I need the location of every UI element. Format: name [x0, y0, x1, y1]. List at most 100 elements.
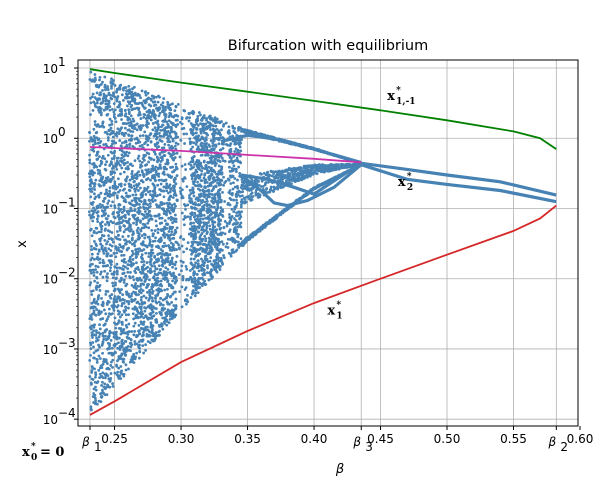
bifurcation-point [91, 268, 95, 272]
bifurcation-point [152, 158, 156, 162]
bifurcation-point [173, 281, 177, 285]
bifurcation-point [159, 302, 163, 306]
bifurcation-point [97, 354, 101, 358]
bifurcation-point [98, 171, 102, 175]
bifurcation-point [177, 273, 181, 277]
bifurcation-point [159, 297, 162, 300]
bifurcation-point [124, 368, 128, 372]
bifurcation-point [157, 246, 161, 249]
bifurcation-point [296, 179, 300, 183]
bifurcation-point [139, 307, 143, 311]
bifurcation-point [137, 268, 141, 271]
bifurcation-point [142, 283, 146, 286]
bifurcation-point [95, 336, 98, 340]
bifurcation-point [142, 158, 146, 162]
bifurcation-point [113, 108, 117, 112]
bifurcation-point [146, 203, 150, 207]
bifurcation-point [219, 198, 223, 202]
bifurcation-point [111, 312, 114, 316]
bifurcation-point [159, 271, 163, 275]
bifurcation-point [108, 294, 112, 298]
bifurcation-point [99, 82, 103, 86]
bifurcation-point [135, 287, 138, 291]
bifurcation-point [217, 164, 221, 168]
bifurcation-point [200, 179, 204, 183]
bifurcation-point [89, 353, 92, 357]
bifurcation-point [173, 144, 177, 148]
bifurcation-point [94, 142, 97, 146]
bifurcation-point [294, 169, 298, 173]
bifurcation-point [168, 295, 172, 299]
bifurcation-point [146, 269, 150, 273]
bifurcation-point [143, 236, 147, 240]
bifurcation-point [158, 193, 162, 196]
bifurcation-point [158, 163, 162, 167]
bifurcation-point [182, 223, 186, 227]
bifurcation-point [235, 204, 238, 207]
bifurcation-point [96, 338, 100, 342]
bifurcation-point [227, 129, 231, 132]
bifurcation-point [113, 344, 117, 348]
bifurcation-point [231, 187, 235, 191]
bifurcation-point [92, 271, 96, 274]
bifurcation-point [111, 79, 115, 82]
bifurcation-point [111, 385, 115, 388]
bifurcation-point [118, 102, 122, 106]
bifurcation-point [89, 347, 93, 351]
bifurcation-point [149, 98, 153, 102]
bifurcation-point [154, 331, 158, 334]
bifurcation-point [99, 107, 103, 111]
bifurcation-point [145, 275, 149, 279]
bifurcation-point [269, 185, 273, 189]
bifurcation-point [146, 91, 150, 95]
bifurcation-point [96, 123, 100, 126]
bifurcation-point [87, 210, 91, 214]
bifurcation-point [194, 207, 198, 211]
bifurcation-point [116, 185, 120, 189]
bifurcation-point [135, 307, 139, 311]
bifurcation-point [149, 118, 153, 122]
bifurcation-point [142, 320, 146, 324]
bifurcation-point [101, 371, 105, 375]
bifurcation-point [152, 314, 156, 318]
bifurcation-point [169, 166, 172, 169]
bifurcation-point [115, 266, 119, 270]
bifurcation-point [120, 278, 123, 282]
bifurcation-point [180, 244, 184, 248]
bifurcation-point [174, 305, 178, 308]
bifurcation-point [126, 270, 130, 274]
bifurcation-point [167, 186, 171, 189]
bifurcation-point [221, 231, 225, 235]
bifurcation-point [180, 164, 184, 168]
bifurcation-point [113, 287, 117, 291]
bifurcation-point [93, 182, 97, 186]
bifurcation-point [127, 306, 130, 310]
bifurcation-point [205, 226, 209, 230]
bifurcation-point [92, 300, 96, 304]
bifurcation-point [210, 173, 214, 177]
bifurcation-point [124, 139, 128, 143]
bifurcation-point [126, 154, 130, 158]
bifurcation-point [107, 102, 111, 105]
bifurcation-point [112, 252, 116, 256]
bifurcation-point [130, 103, 134, 107]
bifurcation-point [146, 143, 150, 147]
bifurcation-point [162, 241, 166, 245]
bifurcation-point [151, 285, 155, 289]
bifurcation-point [229, 142, 233, 146]
bifurcation-point [114, 276, 118, 280]
bifurcation-point [193, 162, 196, 166]
bifurcation-point [186, 215, 190, 219]
bifurcation-point [220, 171, 224, 175]
bifurcation-point [151, 128, 155, 132]
bifurcation-point [204, 178, 208, 182]
bifurcation-point [96, 150, 100, 154]
bifurcation-point [118, 346, 122, 350]
bifurcation-point [113, 84, 117, 87]
bifurcation-point [175, 279, 179, 282]
bifurcation-point [113, 295, 117, 298]
bifurcation-point [171, 139, 175, 143]
bifurcation-point [88, 375, 92, 378]
bifurcation-point [113, 116, 117, 120]
